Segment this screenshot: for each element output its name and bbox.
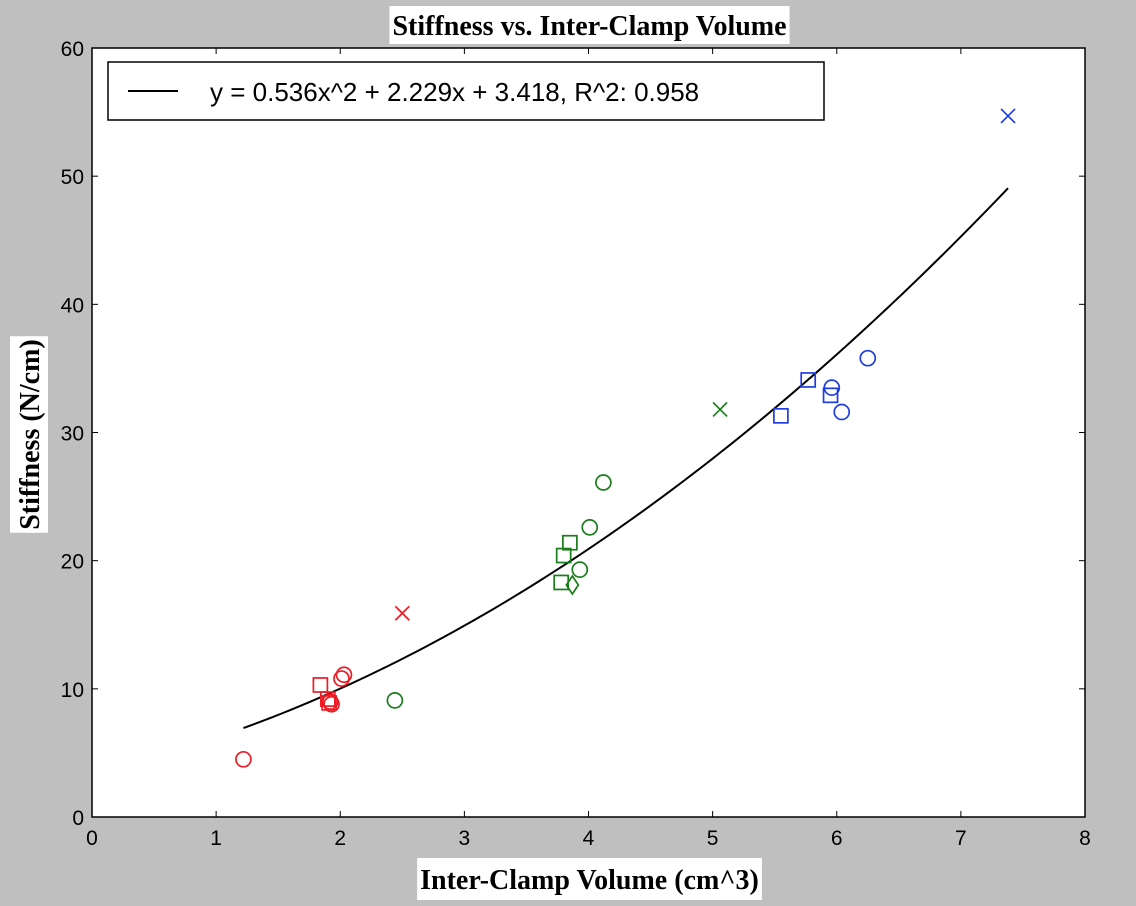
x-tick-label: 6 <box>831 827 843 850</box>
data-point-blue-circle-23 <box>859 349 877 367</box>
x-tick-label: 8 <box>1079 827 1091 850</box>
y-tick-label: 10 <box>61 679 84 702</box>
legend-fit-label: y = 0.536x^2 + 2.229x + 3.418, R^2: 0.95… <box>210 77 699 107</box>
y-tick-label: 40 <box>61 294 84 317</box>
axis-ticks: 0 1 2 3 4 5 6 7 8 0 10 20 30 40 50 60 <box>61 38 1091 850</box>
y-tick-label: 30 <box>61 423 84 446</box>
data-point-green-circle-16 <box>595 474 612 491</box>
y-tick-label: 0 <box>72 807 84 830</box>
data-point-green-diamond-13 <box>565 574 580 596</box>
data-point-red-x-8 <box>394 605 410 621</box>
x-tick-label: 2 <box>334 827 346 850</box>
data-point-red-square-2 <box>319 691 336 707</box>
x-tick-label: 1 <box>210 827 222 850</box>
x-axis-label-background <box>417 858 762 900</box>
data-point-green-circle-15 <box>581 518 599 536</box>
data-point-blue-square-19 <box>800 372 817 388</box>
data-point-red-circle-0 <box>235 750 252 768</box>
data-point-blue-circle-21 <box>823 379 841 396</box>
data-point-blue-circle-22 <box>833 403 851 421</box>
y-tick-label: 20 <box>61 551 84 574</box>
plot-area <box>92 48 1085 817</box>
data-point-blue-square-18 <box>773 407 789 424</box>
data-point-blue-x-24 <box>1000 108 1016 124</box>
data-point-red-circle-7 <box>335 666 353 684</box>
y-tick-label: 60 <box>61 38 84 61</box>
fit-curve-layer <box>243 187 1009 730</box>
x-tick-label: 0 <box>86 827 98 850</box>
data-point-green-square-12 <box>562 534 578 551</box>
data-point-blue-square-20 <box>822 387 839 404</box>
fit-curve <box>243 187 1009 730</box>
data-point-red-circle-6 <box>333 670 350 687</box>
x-tick-label: 5 <box>707 827 719 850</box>
y-axis-label-background <box>10 336 48 533</box>
title-background <box>389 6 790 44</box>
data-points <box>235 108 1016 768</box>
y-tick-label: 50 <box>61 166 84 189</box>
data-point-green-circle-9 <box>386 692 404 709</box>
chart-title: Stiffness vs. Inter-Clamp Volume <box>392 11 786 42</box>
plot-frame <box>91 47 1086 818</box>
x-tick-label: 4 <box>583 827 595 850</box>
x-tick-label: 7 <box>955 827 967 850</box>
x-tick-label: 3 <box>459 827 471 850</box>
data-point-red-circle-5 <box>323 695 340 713</box>
legend: y = 0.536x^2 + 2.229x + 3.418, R^2: 0.95… <box>107 61 825 121</box>
x-axis-label: Inter-Clamp Volume (cm^3) <box>420 865 759 896</box>
legend-box <box>107 61 825 121</box>
y-axis-label: Stiffness (N/cm) <box>15 339 46 530</box>
data-point-green-x-17 <box>712 401 728 418</box>
data-point-green-circle-14 <box>571 561 589 578</box>
